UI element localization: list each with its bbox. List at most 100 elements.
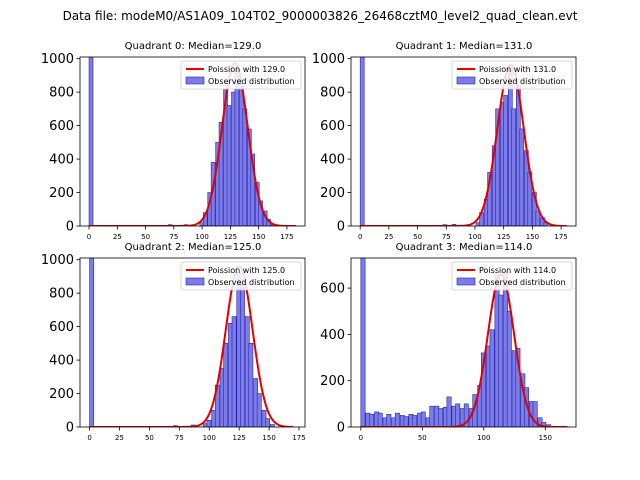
y-tick-label: 1000 (312, 52, 345, 67)
x-tick-label: 0 (87, 434, 91, 442)
x-tick-label: 125 (497, 233, 510, 241)
y-tick-label: 600 (49, 320, 74, 335)
x-tick-label: 0 (87, 233, 91, 241)
legend-bar-swatch (185, 76, 205, 85)
y-tick-label: 0 (337, 220, 345, 235)
y-tick-label: 200 (320, 374, 345, 389)
x-tick-label: 25 (384, 233, 393, 241)
x-tick-label: 75 (175, 434, 184, 442)
histogram-bar (495, 108, 500, 226)
x-tick-label: 150 (262, 434, 275, 442)
histogram-bar (218, 121, 224, 226)
histogram-bar (519, 128, 525, 226)
histogram-bar (88, 57, 94, 226)
quadrant-1-title: Quadrant 1: Median=131.0 (396, 41, 533, 52)
x-tick-label: 0 (359, 434, 363, 442)
legend-box (451, 261, 573, 291)
x-tick-label: 50 (145, 434, 154, 442)
x-tick-label: 100 (468, 233, 481, 241)
x-tick-label: 75 (442, 233, 451, 241)
y-tick-label: 800 (320, 86, 345, 101)
histogram-bar (403, 416, 409, 427)
quadrant-2-panel: Quadrant 2: Median=125.0 0 200 400 600 800 10… (41, 242, 306, 442)
legend-poisson-label: Poission with 114.0 (479, 266, 556, 275)
histogram-bar (420, 411, 426, 427)
histogram-bar (437, 408, 443, 427)
histogram-bar (506, 310, 512, 427)
x-tick-label: 50 (413, 233, 422, 241)
x-tick-label: 75 (169, 233, 178, 241)
plot-area (360, 258, 568, 427)
histogram-bar (89, 258, 95, 427)
histogram-bar (412, 415, 418, 427)
histogram-bar (248, 343, 254, 427)
histogram-bar (535, 210, 541, 226)
histogram-bar (481, 352, 486, 427)
y-tick-label: 400 (49, 153, 74, 168)
quadrant-2-title: Quadrant 2: Median=125.0 (125, 242, 262, 253)
histogram-bar (226, 105, 232, 226)
histogram-bar (377, 412, 383, 427)
axes-frame (79, 257, 306, 428)
y-tick-label: 1000 (41, 253, 74, 268)
histogram-bar (231, 316, 237, 427)
legend-poisson-label: Poission with 131.0 (479, 65, 556, 74)
x-tick-label: 0 (358, 233, 362, 241)
x-tick-label: 150 (539, 434, 552, 442)
histogram-bar (511, 108, 517, 226)
y-tick-label: 600 (320, 119, 345, 134)
histogram-bar (206, 420, 212, 427)
x-tick-label: 175 (280, 233, 293, 241)
x-tick-label: 125 (232, 434, 245, 442)
histogram-bar (360, 258, 366, 427)
y-tick-label: 600 (49, 119, 74, 134)
histogram-bar (240, 282, 245, 427)
histogram-bar (386, 413, 392, 427)
x-tick-label: 125 (224, 233, 237, 241)
y-tick-label: 0 (66, 220, 74, 235)
histogram-bar (455, 403, 461, 427)
quadrant-3-panel: Quadrant 3: Median=114.0 0 200 400 600 0 50 10… (320, 242, 577, 442)
plot-area (88, 57, 296, 226)
axes-frame (350, 56, 577, 227)
y-tick-label: 0 (66, 421, 74, 436)
legend-poisson-label: Poission with 125.0 (208, 266, 285, 275)
y-tick-label: 400 (49, 354, 74, 369)
histogram-bar (446, 396, 452, 427)
quadrant-3-title: Quadrant 3: Median=114.0 (396, 242, 533, 253)
y-tick-label: 800 (49, 86, 74, 101)
histogram-bar (359, 57, 365, 226)
x-tick-label: 100 (203, 434, 216, 442)
legend-box (180, 60, 302, 90)
histogram-bar (369, 413, 375, 427)
histogram-bar (269, 424, 275, 427)
histogram-bar (223, 343, 229, 427)
figure-suptitle: Data file: modeM0/AS1A09_104T02_90000038… (63, 9, 578, 23)
poisson-fit-line (360, 273, 568, 427)
x-tick-label: 50 (141, 233, 150, 241)
quadrant-1-panel: Quadrant 1: Median=131.0 0 200 400 600 800 10… (312, 41, 577, 241)
axes-frame (350, 257, 577, 428)
y-tick-label: 1000 (41, 52, 74, 67)
poisson-fit-line (89, 265, 294, 427)
x-tick-label: 100 (195, 233, 208, 241)
quadrant-0-panel: Quadrant 0: Median=129.0 0 200 400 600 800 10… (41, 41, 306, 241)
legend-box (180, 261, 302, 291)
x-tick-label: 150 (526, 233, 539, 241)
histogram-bar (265, 418, 270, 427)
histogram-bar (487, 172, 492, 226)
legend-box (451, 60, 573, 90)
y-tick-label: 400 (320, 153, 345, 168)
poisson-fit-line (89, 61, 296, 226)
legend-observed-label: Observed distribution (479, 278, 566, 287)
histogram-bar (489, 329, 495, 427)
legend-poisson-label: Poission with 129.0 (208, 65, 285, 74)
y-tick-label: 200 (49, 186, 74, 201)
x-tick-label: 175 (554, 233, 567, 241)
legend-bar-swatch (456, 76, 476, 85)
histogram-bar (394, 412, 400, 427)
legend-bar-swatch (185, 277, 205, 286)
x-tick-label: 100 (477, 434, 490, 442)
y-tick-label: 200 (320, 186, 345, 201)
